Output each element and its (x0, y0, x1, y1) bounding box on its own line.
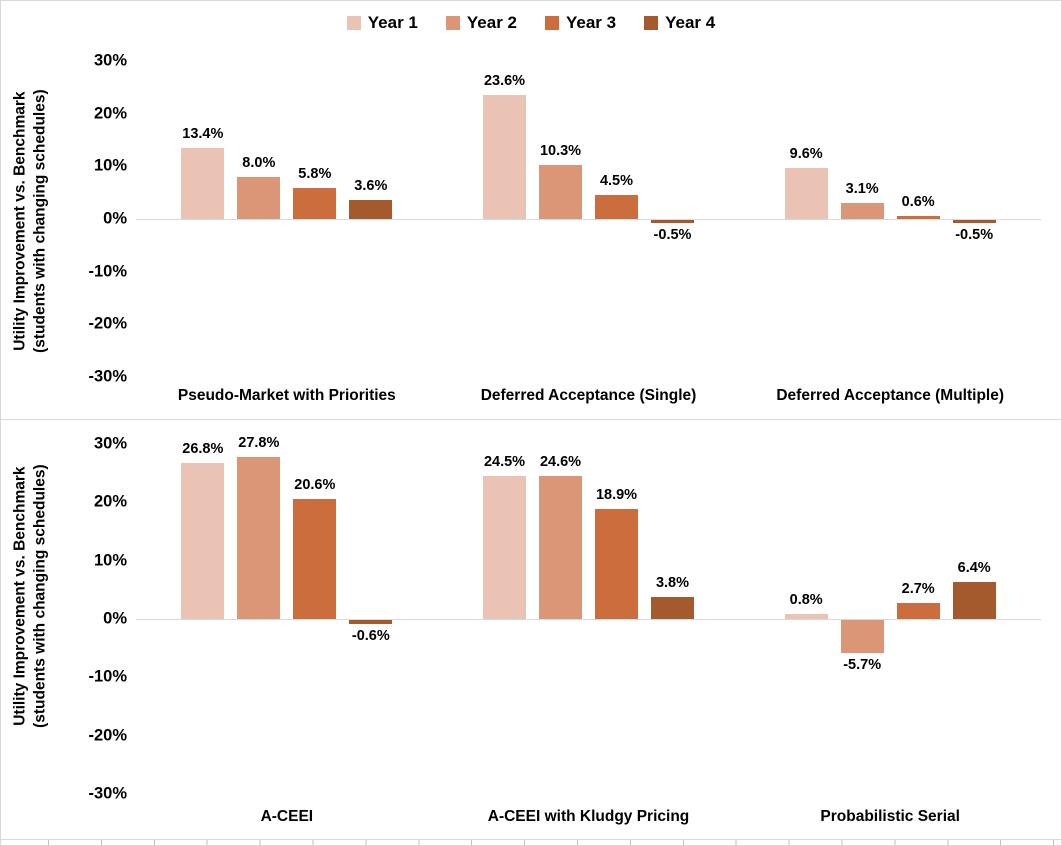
bar-year-1 (483, 94, 526, 219)
y-axis-tick-label: 20% (93, 104, 127, 123)
bar-value-label: 0.8% (789, 592, 823, 609)
category-label: Probabilistic Serial (820, 808, 960, 825)
category-label: A-CEEI with Kludgy Pricing (487, 808, 690, 825)
y-axis-tick-label: -30% (88, 784, 127, 803)
legend-label: Year 2 (466, 13, 517, 32)
bar-value-label: 13.4% (182, 126, 224, 143)
bar-value-label: 24.5% (483, 454, 526, 471)
y-axis-tick-label: -10% (88, 262, 127, 281)
bar-value-label: 18.9% (595, 486, 638, 503)
bar-year-3 (896, 215, 940, 219)
y-axis-tick-label: 30% (93, 51, 127, 70)
bar-value-label: 3.6% (354, 178, 388, 195)
legend-swatch-icon (445, 16, 460, 30)
bar-year-1 (483, 476, 526, 619)
y-axis-tick-label: -20% (88, 726, 127, 745)
y-axis-tick-label: -30% (88, 367, 127, 386)
plot-area: 26.8% 27.8% 20.6% -0.6% 24.5% 24.6% 18.9% 3.8% 0… (136, 435, 1041, 794)
bar-value-label: 27.8% (238, 434, 280, 451)
y-axis-ticks: 30% 20% 10% 0% -10% -20% -30% (1, 45, 127, 419)
bar-value-label: -5.7% (843, 657, 882, 674)
bar-year-1 (784, 614, 828, 619)
bar-value-label: 26.8% (182, 440, 224, 457)
bar-year-1 (181, 148, 225, 219)
cropped-bottom-axis-ticks (1, 839, 1061, 845)
bar-year-4 (349, 620, 393, 624)
bar-value-label: -0.5% (653, 226, 692, 243)
category-label: Deferred Acceptance (Multiple) (776, 387, 1005, 404)
bar-year-2 (237, 456, 281, 619)
bar-value-label: 8.0% (242, 154, 276, 171)
legend-item-year-2: Year 2 (445, 13, 517, 33)
bar-year-3 (595, 195, 638, 219)
legend-item-year-4: Year 4 (644, 13, 715, 33)
bar-year-2 (539, 164, 582, 219)
legend-label: Year 1 (367, 13, 418, 32)
x-axis-category-labels: Pseudo-Market with Priorities Deferred Ac… (136, 387, 1041, 405)
bar-value-label: 3.8% (655, 574, 690, 591)
bar-value-label: 23.6% (483, 72, 526, 89)
y-axis-tick-label: -10% (88, 667, 127, 686)
bar-year-4 (651, 596, 694, 619)
legend-swatch-icon (644, 16, 659, 30)
legend-label: Year 4 (665, 13, 716, 32)
legend-label: Year 3 (566, 13, 617, 32)
legend-swatch-icon (346, 16, 361, 30)
chart-legend: Year 1 Year 2 Year 3 Year 4 (1, 13, 1061, 33)
bar-value-label: 3.1% (845, 180, 879, 197)
y-axis-tick-label: 0% (103, 609, 127, 628)
bar-value-label: 5.8% (298, 166, 332, 183)
y-axis-tick-label: 10% (93, 156, 127, 175)
bar-year-2 (237, 176, 281, 219)
category-label: Deferred Acceptance (Single) (480, 387, 697, 404)
bar-year-2 (539, 475, 582, 619)
bar-value-label: 24.6% (539, 453, 582, 470)
bar-value-label: 0.6% (901, 193, 935, 210)
y-axis-tick-label: 20% (93, 492, 127, 511)
bar-year-4 (952, 581, 996, 619)
bar-value-label: 4.5% (599, 173, 634, 190)
bar-year-1 (181, 462, 225, 619)
y-axis-tick-label: 0% (103, 209, 127, 228)
bar-value-label: 9.6% (789, 146, 823, 163)
bar-year-3 (293, 188, 337, 219)
bar-value-label: 2.7% (901, 581, 935, 598)
category-label: Pseudo-Market with Priorities (177, 387, 396, 404)
bar-year-2 (840, 202, 884, 219)
bar-value-label: -0.5% (955, 226, 994, 243)
bar-value-label: 20.6% (294, 476, 336, 493)
zero-baseline (136, 619, 1041, 620)
y-axis-ticks: 30% 20% 10% 0% -10% -20% -30% (1, 420, 127, 840)
chart-panel-top: Utility Improvement vs. Benchmark (stude… (1, 45, 1061, 419)
bar-year-3 (293, 498, 337, 619)
bar-year-1 (784, 168, 828, 219)
legend-swatch-icon (545, 16, 559, 30)
bar-value-label: -0.6% (351, 627, 390, 644)
y-axis-tick-label: 10% (93, 551, 127, 570)
bar-year-4 (952, 220, 996, 223)
y-axis-tick-label: 30% (93, 434, 127, 453)
bar-year-4 (349, 200, 393, 219)
chart-panel-bottom: Utility Improvement vs. Benchmark (stude… (1, 419, 1061, 840)
category-label: A-CEEI (260, 808, 314, 825)
x-axis-category-labels: A-CEEI A-CEEI with Kludgy Pricing Probabil… (136, 808, 1041, 826)
plot-area: 13.4% 8.0% 5.8% 3.6% 23.6% 10.3% 4.5% -0.5% 9.6%… (136, 61, 1041, 377)
bar-year-3 (896, 603, 940, 619)
bar-year-3 (595, 508, 638, 619)
bar-value-label: 6.4% (957, 559, 991, 576)
legend-item-year-3: Year 3 (545, 13, 616, 33)
bar-year-2 (840, 620, 884, 654)
y-axis-tick-label: -20% (88, 314, 127, 333)
bar-year-4 (651, 220, 694, 223)
bar-value-label: 10.3% (539, 142, 582, 159)
zero-baseline (136, 219, 1041, 220)
legend-item-year-1: Year 1 (346, 13, 418, 33)
